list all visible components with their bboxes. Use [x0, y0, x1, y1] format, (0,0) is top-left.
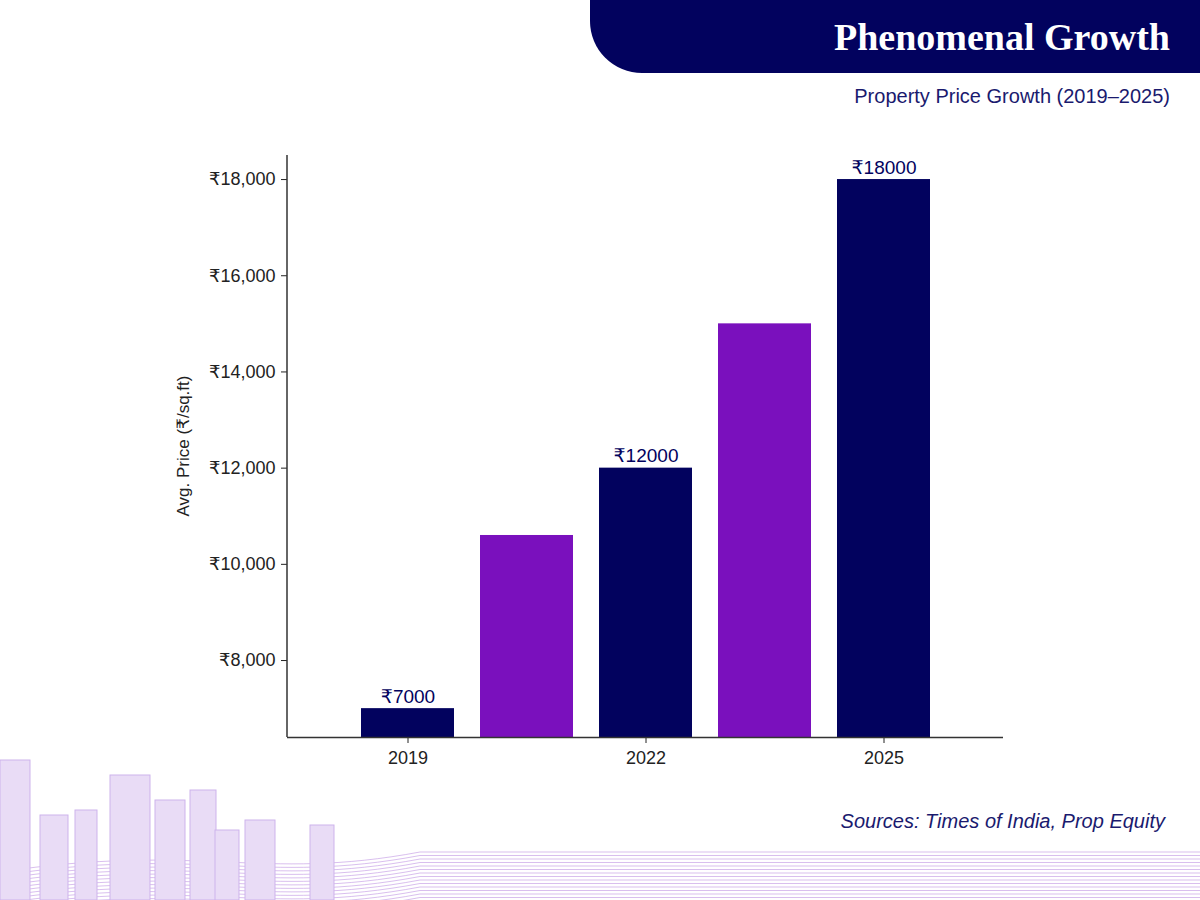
html-text:Avg. Price (₹/sq.ft): Avg. Price (₹/sq.ft) [173, 375, 193, 517]
html-text:Property Price Growth (2019–20: Property Price Growth (2019–2025) [854, 85, 1170, 107]
html-text:Phenomenal Growth: Phenomenal Growth [834, 15, 1170, 58]
svg-text:₹10,000: ₹10,000 [209, 554, 276, 574]
svg-text:₹14,000: ₹14,000 [209, 362, 276, 382]
svg-text:2019: 2019 [388, 748, 428, 768]
svg-text:₹18000: ₹18000 [852, 157, 917, 178]
html-text:Sources: Times of India, Prop: Sources: Times of India, Prop Equity [840, 810, 1165, 832]
svg-text:₹16,000: ₹16,000 [209, 266, 276, 286]
svg-text:₹12,000: ₹12,000 [209, 458, 276, 478]
svg-text:2025: 2025 [864, 748, 904, 768]
svg-text:₹8,000: ₹8,000 [219, 650, 276, 670]
svg-text:₹18,000: ₹18,000 [209, 169, 276, 189]
svg-text:₹7000: ₹7000 [381, 686, 435, 707]
svg-text:2022: 2022 [626, 748, 666, 768]
svg-text:₹12000: ₹12000 [614, 445, 679, 466]
